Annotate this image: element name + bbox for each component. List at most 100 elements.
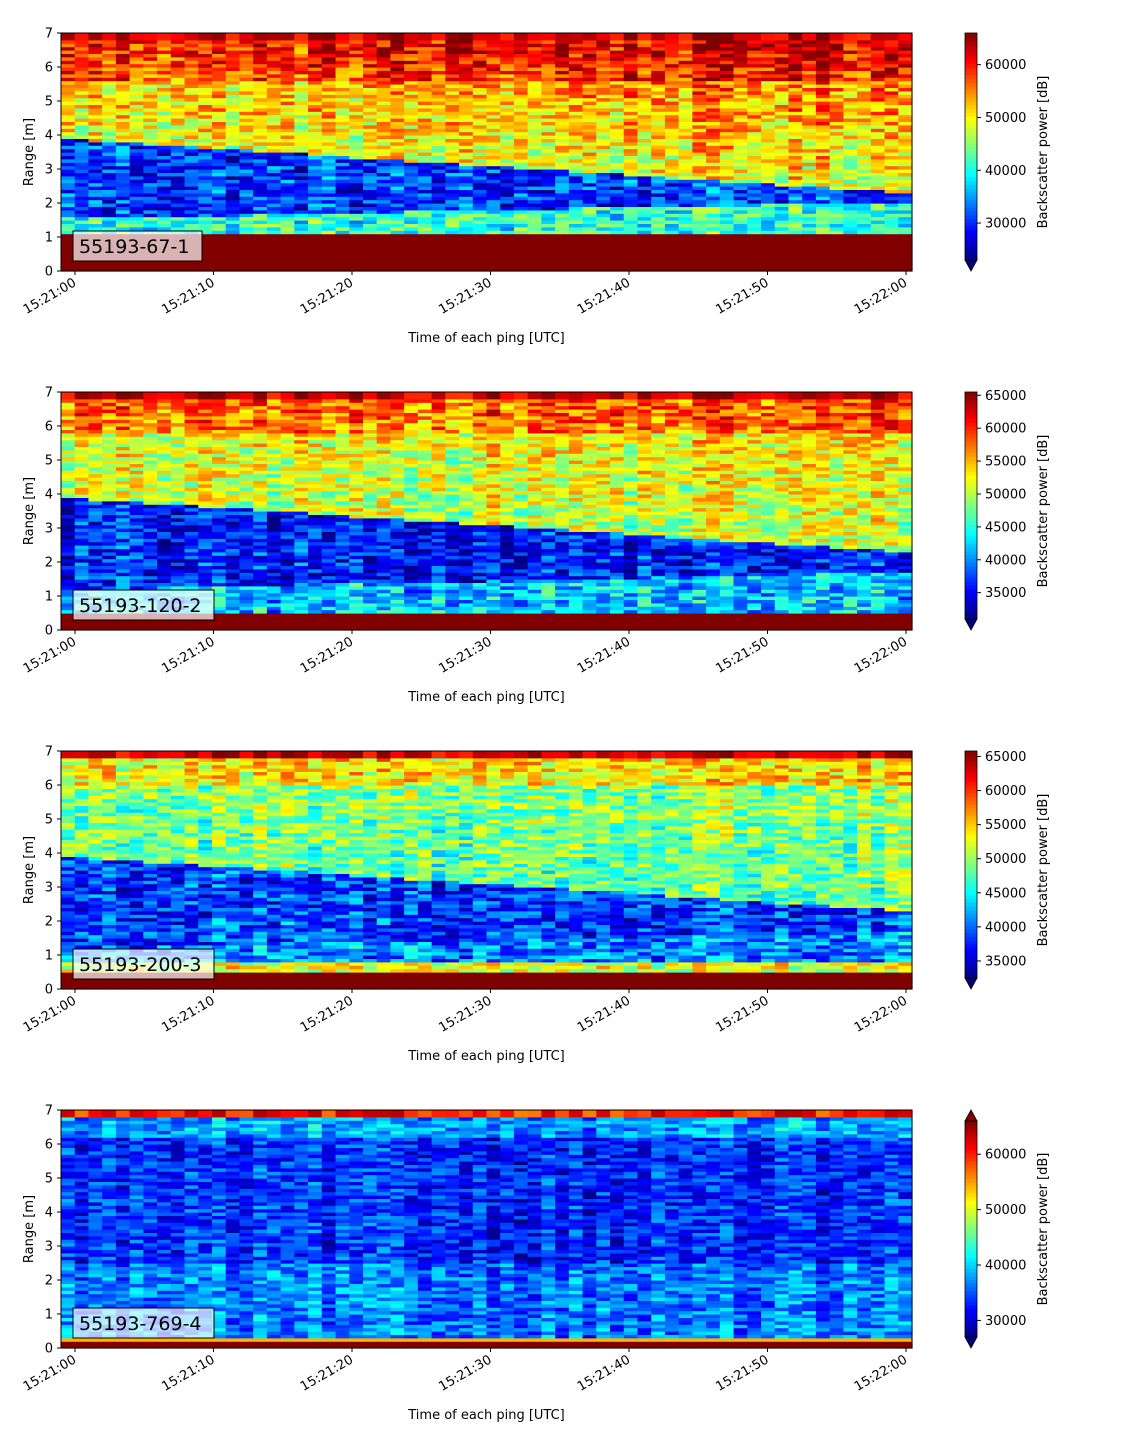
heatmap-cell [445, 267, 460, 272]
heatmap-cell [184, 101, 199, 105]
heatmap-cell [198, 43, 213, 48]
heatmap-cell [225, 182, 241, 187]
heatmap-cell [349, 216, 364, 221]
heatmap-cell [555, 172, 570, 177]
heatmap-cell [349, 53, 364, 58]
heatmap-cell [157, 186, 172, 190]
heatmap-cell [376, 158, 392, 163]
heatmap-cell [527, 237, 543, 241]
heatmap-cell [349, 213, 364, 218]
heatmap-cell [362, 131, 378, 136]
heatmap-cell [294, 226, 309, 231]
heatmap-cell [362, 158, 378, 163]
heatmap-cell [555, 158, 570, 163]
heatmap-cell [143, 145, 158, 150]
heatmap-cell [747, 209, 762, 214]
heatmap-cell [184, 135, 199, 139]
heatmap-cell [829, 250, 844, 255]
heatmap-cell [335, 104, 350, 109]
heatmap-cell [733, 131, 748, 136]
heatmap-cell [719, 131, 735, 136]
heatmap-cell [308, 73, 323, 78]
heatmap-cell [404, 220, 419, 224]
heatmap-cell [417, 90, 433, 95]
heatmap-cell [88, 199, 103, 204]
heatmap-cell [431, 94, 446, 99]
heatmap-cell [500, 179, 515, 184]
heatmap-cell [857, 226, 872, 231]
heatmap-cell [445, 257, 460, 262]
heatmap-cell [898, 158, 913, 163]
heatmap-cell [664, 175, 680, 180]
heatmap-cell [225, 155, 241, 160]
heatmap-cell [61, 60, 76, 65]
heatmap-cell [802, 158, 817, 163]
heatmap-cell [376, 152, 392, 156]
heatmap-cell [362, 107, 378, 112]
heatmap-cell [321, 257, 337, 262]
colorbar-step [965, 36, 977, 42]
heatmap-cell [362, 141, 378, 146]
heatmap-cell [88, 172, 103, 177]
y-tick-label: 1 [45, 231, 53, 246]
heatmap-cell [445, 247, 460, 252]
heatmap-cell [129, 114, 144, 119]
heatmap-cell [308, 124, 323, 129]
heatmap-cell [431, 97, 446, 102]
heatmap-cell [774, 141, 790, 146]
heatmap-cell [349, 203, 364, 207]
heatmap-cell [239, 250, 254, 255]
heatmap-cell [362, 209, 378, 214]
heatmap-cell [390, 77, 405, 82]
heatmap-cell [486, 73, 501, 78]
heatmap-cell [788, 192, 803, 197]
heatmap-cell [321, 53, 337, 58]
heatmap-cell [431, 175, 446, 180]
heatmap-cell [198, 155, 213, 160]
heatmap-cell [651, 33, 666, 37]
heatmap-cell [376, 50, 392, 54]
heatmap-cell [198, 114, 213, 119]
heatmap-cell [266, 250, 282, 255]
heatmap-cell [513, 172, 529, 177]
heatmap-cell [170, 131, 186, 136]
heatmap-cell [115, 179, 131, 184]
heatmap-cell [500, 220, 515, 224]
heatmap-cell [335, 264, 350, 269]
heatmap-cell [417, 152, 433, 156]
heatmap-cell [445, 46, 460, 51]
heatmap-cell [198, 131, 213, 136]
heatmap-cell [308, 203, 323, 207]
heatmap-cell [266, 264, 282, 269]
heatmap-cell [74, 141, 90, 146]
heatmap-cell [61, 97, 76, 102]
heatmap-cell [431, 162, 446, 167]
heatmap-cell [898, 33, 913, 37]
heatmap-cell [253, 247, 268, 252]
heatmap-cell [143, 138, 158, 143]
heatmap-cell [362, 111, 378, 116]
heatmap-cell [541, 220, 556, 224]
heatmap-cell [445, 70, 460, 75]
heatmap-cell [431, 250, 446, 255]
heatmap-cell [280, 141, 295, 146]
heatmap-cell [198, 152, 213, 156]
heatmap-cell [500, 145, 515, 150]
heatmap-cell [486, 254, 501, 258]
heatmap-cell [417, 145, 433, 150]
heatmap-cell [170, 135, 186, 139]
heatmap-cell [898, 131, 913, 136]
heatmap-cell [527, 50, 543, 54]
heatmap-cell [362, 94, 378, 99]
heatmap-cell [472, 155, 488, 160]
heatmap-cell [884, 165, 899, 170]
heatmap-cell [678, 216, 693, 221]
heatmap-cell [390, 53, 405, 58]
heatmap-cell [417, 46, 433, 51]
heatmap-cell [335, 60, 350, 65]
heatmap-cell [294, 111, 309, 116]
heatmap-cell [582, 131, 597, 136]
heatmap-cell [390, 118, 405, 122]
heatmap-cell [294, 243, 309, 248]
heatmap-cell [376, 87, 392, 92]
